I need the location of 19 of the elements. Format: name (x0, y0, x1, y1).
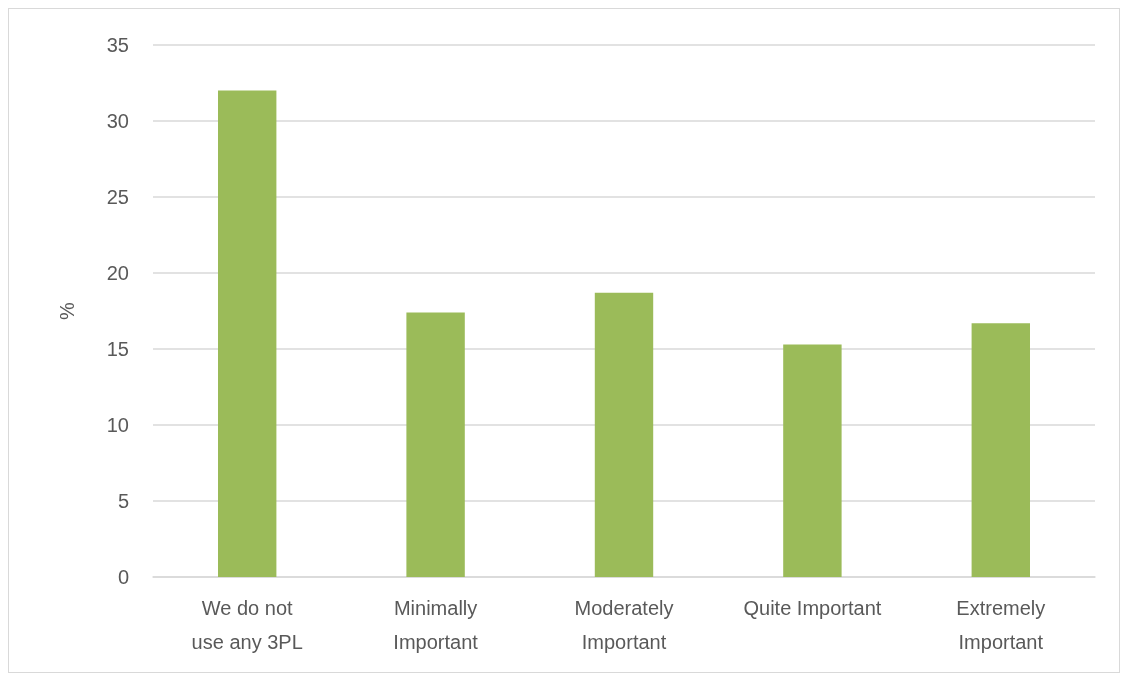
y-tick-label: 30 (106, 110, 129, 132)
y-tick-label: 25 (106, 186, 129, 208)
y-tick-label: 35 (106, 34, 129, 56)
y-tick-label: 15 (106, 338, 129, 360)
y-axis-title: % (56, 301, 78, 320)
x-tick-label: We do not use any 3PL (191, 597, 303, 653)
bar (971, 323, 1030, 577)
x-tick-label: Minimally Important (393, 597, 479, 653)
y-tick-label: 0 (117, 566, 129, 588)
y-tick-label: 10 (106, 414, 129, 436)
bar (218, 90, 277, 577)
x-tick-label: Extremely Important (956, 597, 1046, 653)
bar (594, 292, 654, 577)
x-tick-label: Moderately Important (574, 597, 674, 653)
y-tick-label: 20 (106, 262, 129, 284)
x-tick-label: Quite Important (743, 597, 882, 619)
y-tick-label: 5 (117, 490, 129, 512)
bar (406, 312, 465, 577)
bar (783, 344, 842, 577)
